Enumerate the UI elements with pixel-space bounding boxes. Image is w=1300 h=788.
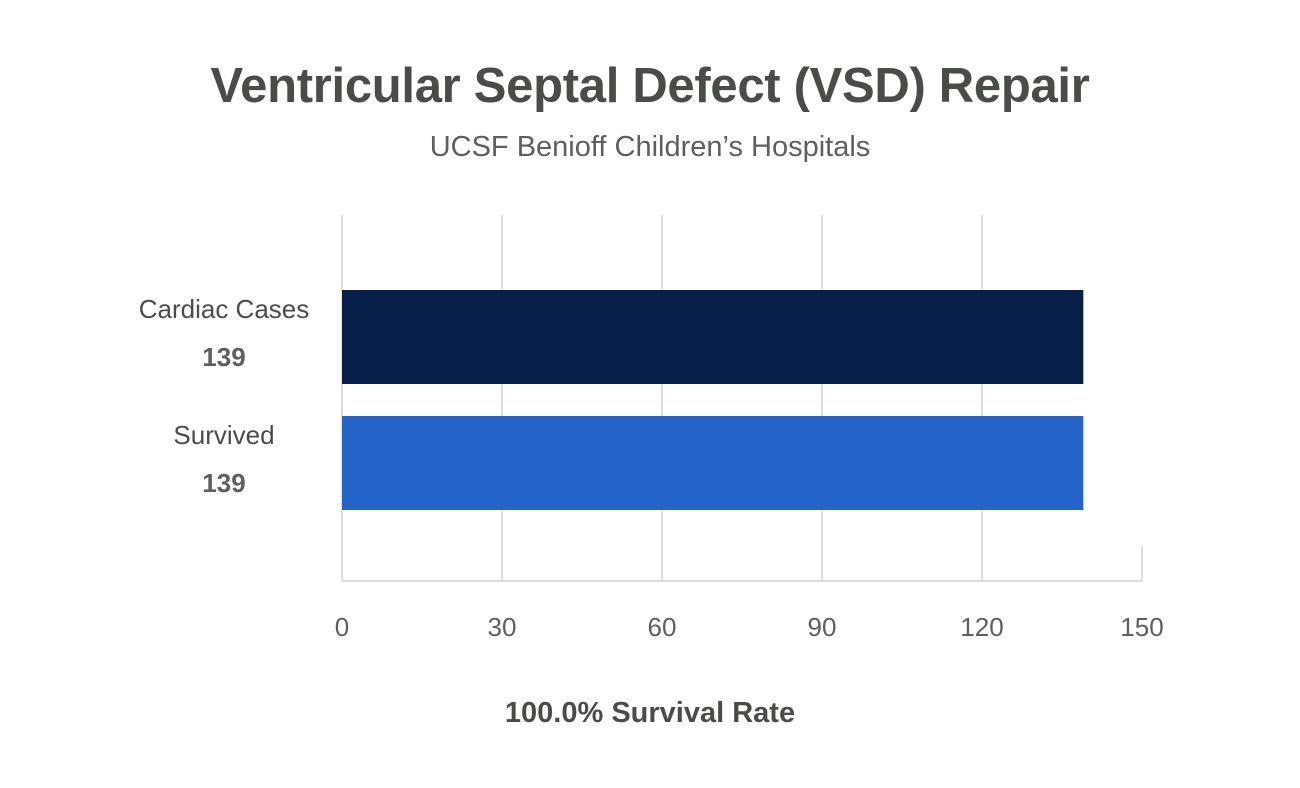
x-tick-label: 150 [1120, 612, 1163, 642]
category-label: Survived [173, 420, 274, 450]
x-tick-label: 60 [648, 612, 677, 642]
chart-subtitle: UCSF Benioff Children’s Hospitals [429, 131, 871, 163]
category-label: Cardiac Cases [139, 294, 310, 324]
value-label: 139 [202, 342, 245, 372]
bar [342, 290, 1084, 384]
bar [342, 416, 1084, 510]
x-tick-label: 90 [808, 612, 837, 642]
x-tick-label: 30 [488, 612, 517, 642]
x-tick-label: 120 [960, 612, 1003, 642]
chart-title: Ventricular Septal Defect (VSD) Repair [210, 59, 1090, 113]
value-label: 139 [202, 468, 245, 498]
x-tick-label: 0 [335, 612, 349, 642]
survival-rate-note: 100.0% Survival Rate [504, 697, 796, 729]
